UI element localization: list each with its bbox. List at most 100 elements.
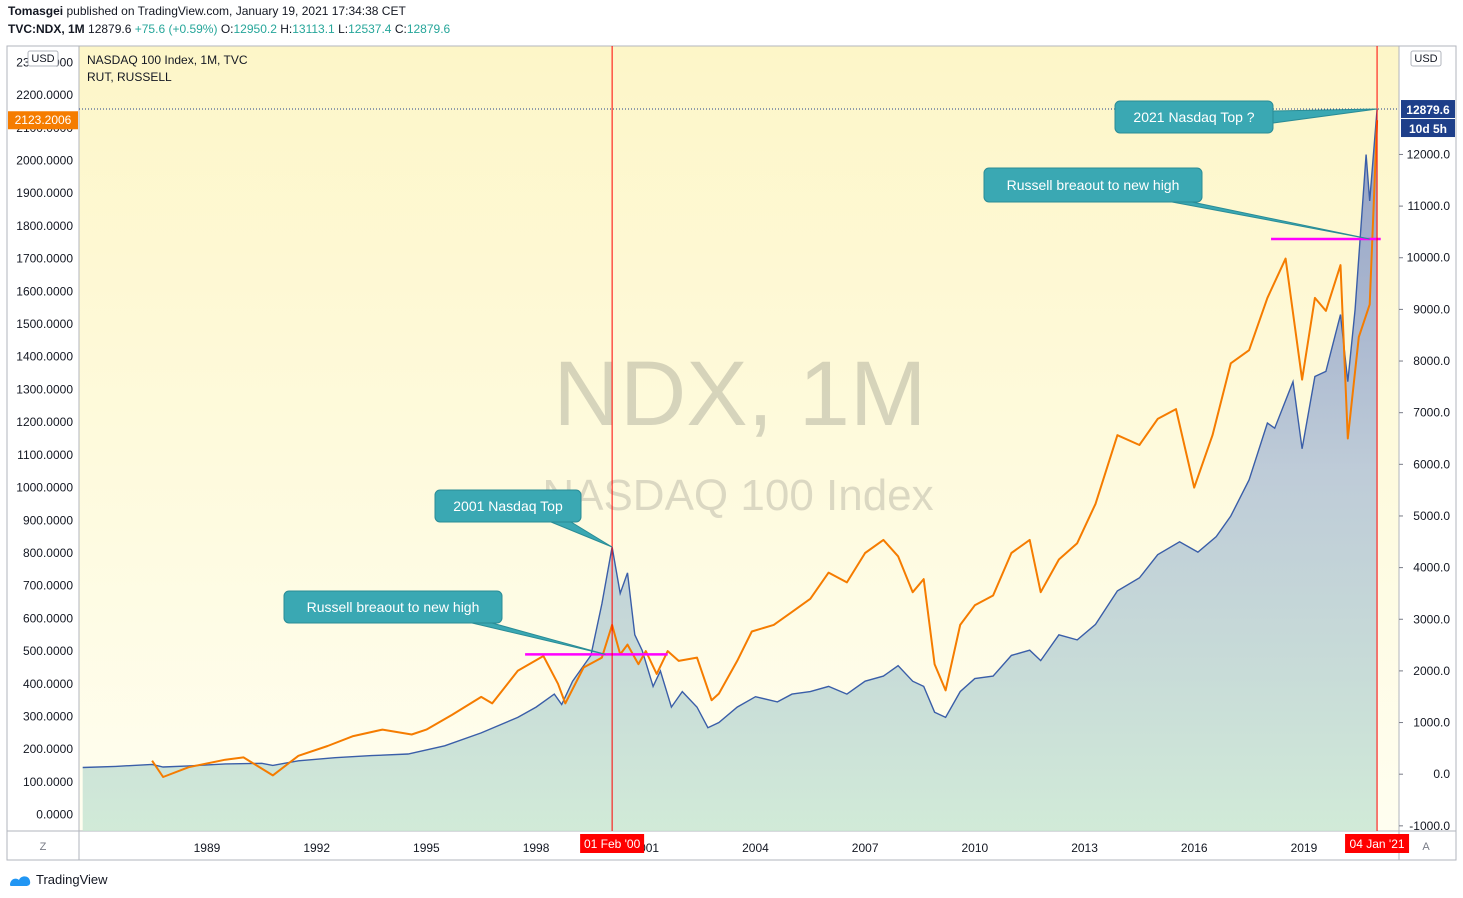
time-axis-tick-label: 2013 bbox=[1071, 841, 1098, 855]
right-axis-tick-label: 2000.0 bbox=[1413, 664, 1450, 678]
callout[interactable]: 2001 Nasdaq Top bbox=[434, 489, 613, 548]
close-label: C: bbox=[394, 22, 407, 36]
symbol[interactable]: TVC:NDX, 1M bbox=[8, 22, 85, 36]
rut-last-price-tag bbox=[8, 111, 78, 130]
low-label: L: bbox=[338, 22, 349, 36]
auto-scale-button[interactable]: A bbox=[1422, 841, 1430, 853]
bar-countdown-label: 10d 5h bbox=[1409, 122, 1447, 136]
left-currency-label-box bbox=[27, 50, 59, 67]
right-axis-tick-label: 6000.0 bbox=[1413, 457, 1450, 471]
date-marker-tag bbox=[580, 834, 645, 853]
left-axis-tick-label: 1400.0000 bbox=[16, 350, 73, 364]
ndx-area-fill bbox=[82, 109, 1378, 831]
callout[interactable]: Russell breaout to new high bbox=[983, 167, 1370, 240]
callout[interactable]: 2021 Nasdaq Top ? bbox=[1114, 100, 1378, 134]
high-value: 13113.1 bbox=[292, 22, 335, 36]
time-axis-tick-label: 2019 bbox=[1291, 841, 1318, 855]
left-axis-tick-label: 100.0000 bbox=[23, 775, 73, 789]
low-value: 12537.4 bbox=[348, 22, 392, 36]
callout-box bbox=[1114, 100, 1274, 134]
left-axis-tick-label: 600.0000 bbox=[23, 611, 73, 625]
ndx-series-line[interactable] bbox=[82, 108, 1378, 769]
left-axis-tick-label: 500.0000 bbox=[23, 644, 73, 658]
last-price: 12879.6 bbox=[88, 22, 132, 36]
time-axis-tick-label: 2004 bbox=[742, 841, 769, 855]
callout-box bbox=[283, 590, 503, 624]
right-axis-tick-label: 7000.0 bbox=[1413, 406, 1450, 420]
date-marker-tag-label: 01 Feb '00 bbox=[584, 837, 641, 851]
watermark-description: NASDAQ 100 Index bbox=[542, 471, 933, 520]
date-marker-tag bbox=[1345, 834, 1410, 853]
left-axis-tick-label: 1600.0000 bbox=[16, 284, 73, 298]
time-axis-tick-label: 2010 bbox=[961, 841, 988, 855]
right-axis-tick-label: 0.0 bbox=[1433, 767, 1450, 781]
left-axis-tick-label: 300.0000 bbox=[23, 710, 73, 724]
right-axis-tick-label: 5000.0 bbox=[1413, 509, 1450, 523]
left-axis-tick-label: 1800.0000 bbox=[16, 219, 73, 233]
legend-main-series[interactable]: NASDAQ 100 Index, 1M, TVC bbox=[87, 53, 248, 67]
left-axis-tick-label: 2000.0000 bbox=[16, 153, 73, 167]
callout-text: 2001 Nasdaq Top bbox=[453, 498, 563, 514]
left-axis-tick-label: 800.0000 bbox=[23, 546, 73, 560]
chart[interactable]: NDX, 1M NASDAQ 100 Index 0.0000 100.0000 20… bbox=[0, 0, 1463, 866]
left-axis-tick-label: 1000.0000 bbox=[16, 481, 73, 495]
left-axis-tick-label: 2200.0000 bbox=[16, 88, 73, 102]
left-axis-tick-label: 400.0000 bbox=[23, 677, 73, 691]
callout-text: Russell breaout to new high bbox=[1007, 177, 1180, 193]
callout-text: Russell breaout to new high bbox=[307, 599, 480, 615]
zoom-button[interactable]: Z bbox=[40, 841, 47, 853]
right-currency-label[interactable]: USD bbox=[1410, 50, 1442, 67]
callout-box bbox=[983, 167, 1203, 203]
left-axis-tick-label: 1500.0000 bbox=[16, 317, 73, 331]
time-axis-tick-label: 1989 bbox=[194, 841, 221, 855]
callout[interactable]: Russell breaout to new high bbox=[283, 590, 606, 655]
left-axis-tick-label: 700.0000 bbox=[23, 579, 73, 593]
right-axis-tick-label: 4000.0 bbox=[1413, 561, 1450, 575]
ndx-last-price-label: 12879.6 bbox=[1406, 103, 1450, 117]
tradingview-brand[interactable]: TradingView bbox=[36, 872, 108, 887]
chart-frame bbox=[6, 45, 1457, 861]
bar-countdown-tag bbox=[1401, 119, 1455, 138]
symbol-info: TVC:NDX, 1M 12879.6 +75.6 (+0.59%) O:129… bbox=[8, 22, 450, 36]
left-axis-tick-label: 1200.0000 bbox=[16, 415, 73, 429]
watermark-symbol: NDX, 1M bbox=[553, 343, 926, 445]
ndx-last-price-tag bbox=[1401, 100, 1455, 119]
right-axis-tick-label: 9000.0 bbox=[1413, 302, 1450, 316]
right-axis-tick-label: 10000.0 bbox=[1407, 251, 1451, 265]
left-axis-tick-label: 0.0000 bbox=[36, 808, 73, 822]
date-marker-tag-label: 04 Jan '21 bbox=[1350, 837, 1405, 851]
rut-series-line[interactable] bbox=[151, 120, 1379, 778]
published-text: published on TradingView.com, January 19… bbox=[66, 4, 406, 18]
time-axis-tick-label: 2016 bbox=[1181, 841, 1208, 855]
author[interactable]: Tomasgei bbox=[8, 4, 64, 18]
rut-last-price-label: 2123.2006 bbox=[15, 113, 72, 127]
time-axis-tick-label: 1992 bbox=[303, 841, 330, 855]
high-label: H: bbox=[280, 22, 293, 36]
close-value: 12879.6 bbox=[406, 22, 451, 36]
left-currency-label-text: USD bbox=[31, 53, 54, 65]
left-axis-tick-label: 1900.0000 bbox=[16, 186, 73, 200]
publish-info: Tomasgei published on TradingView.com, J… bbox=[8, 4, 406, 18]
legend-compare-series[interactable]: RUT, RUSSELL bbox=[87, 70, 172, 84]
right-currency-label-box bbox=[1410, 50, 1442, 67]
right-axis-tick-label: 11000.0 bbox=[1408, 199, 1451, 213]
right-axis-tick-label: 3000.0 bbox=[1413, 612, 1450, 626]
time-axis-tick-label: 2007 bbox=[852, 841, 879, 855]
left-axis-tick-label: 1300.0000 bbox=[16, 382, 73, 396]
left-axis-tick-label: 1700.0000 bbox=[16, 252, 73, 266]
time-axis-tick-label: 1998 bbox=[523, 841, 550, 855]
change: +75.6 (+0.59%) bbox=[134, 22, 218, 36]
callout-box bbox=[434, 489, 582, 523]
time-axis-tick-label: 1995 bbox=[413, 841, 440, 855]
left-axis-tick-label: 200.0000 bbox=[23, 742, 73, 756]
open-label: O: bbox=[220, 22, 234, 36]
left-currency-label[interactable]: USD bbox=[27, 50, 59, 67]
open-value: 12950.2 bbox=[233, 22, 277, 36]
right-axis-tick-label: -1000.0 bbox=[1409, 819, 1450, 833]
right-axis-tick-label: 1000.0 bbox=[1413, 716, 1450, 730]
footer: TradingView bbox=[8, 872, 108, 887]
tradingview-logo-icon[interactable] bbox=[8, 873, 32, 887]
left-axis-tick-label: 1100.0000 bbox=[17, 448, 73, 462]
right-axis-tick-label: 8000.0 bbox=[1413, 354, 1450, 368]
callout-text: 2021 Nasdaq Top ? bbox=[1133, 109, 1254, 125]
